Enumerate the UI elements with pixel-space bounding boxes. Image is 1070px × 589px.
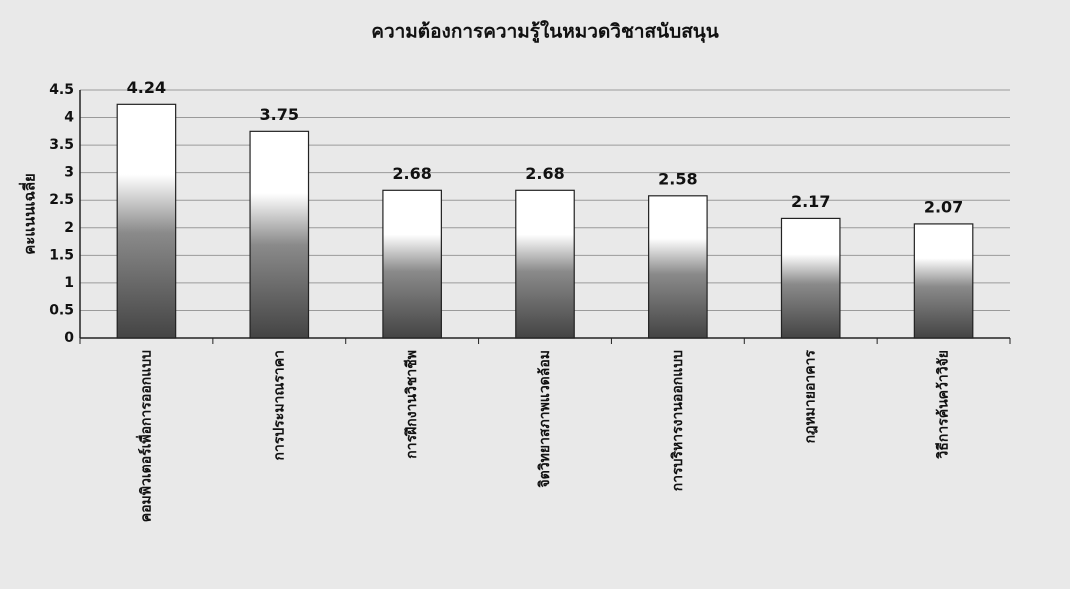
y-tick-label: 1 xyxy=(64,275,74,291)
bar xyxy=(515,189,575,339)
x-tick-label: จิตวิทยาสภาพแวดล้อม xyxy=(537,350,553,488)
data-label: 2.68 xyxy=(525,164,564,183)
data-label: 2.17 xyxy=(791,192,830,211)
bar xyxy=(116,103,177,339)
x-tick-label: การประมาณราคา xyxy=(271,350,287,460)
x-tick-label: คอมพิวเตอร์เพื่อการออกแบบ xyxy=(135,350,154,522)
x-tick-label: การฝึกงานวิชาชีพ xyxy=(403,350,420,459)
data-label: 4.24 xyxy=(127,78,166,97)
bar xyxy=(913,223,974,339)
y-tick-label: 1.5 xyxy=(49,247,74,263)
y-tick-label: 3.5 xyxy=(49,137,74,153)
y-tick-label: 2 xyxy=(64,220,74,236)
bar xyxy=(780,217,841,339)
y-tick-label: 4 xyxy=(64,110,74,126)
y-tick-label: 3 xyxy=(64,165,74,181)
y-tick-label: 2.5 xyxy=(49,192,74,208)
data-label: 2.68 xyxy=(392,164,431,183)
data-label: 2.07 xyxy=(924,197,963,216)
x-tick-label: การบริหารงานออกแบบ xyxy=(670,350,686,491)
bar xyxy=(249,130,310,339)
data-label: 3.75 xyxy=(260,105,299,124)
x-tick-label: กฎหมายอาคาร xyxy=(803,350,819,444)
data-label: 2.58 xyxy=(658,169,697,188)
bar xyxy=(648,195,708,339)
y-tick-label: 0.5 xyxy=(49,302,74,318)
bar xyxy=(382,189,442,339)
y-tick-label: 0 xyxy=(64,330,74,346)
chart-title: ความต้องการความรู้ในหมวดวิชาสนับสนุน xyxy=(371,20,719,44)
y-tick-label: 4.5 xyxy=(49,82,74,98)
x-tick-label: วิธีการค้นคว้าวิจัย xyxy=(936,350,952,460)
y-axis-label: คะแนนเฉลี่ย xyxy=(19,173,39,255)
